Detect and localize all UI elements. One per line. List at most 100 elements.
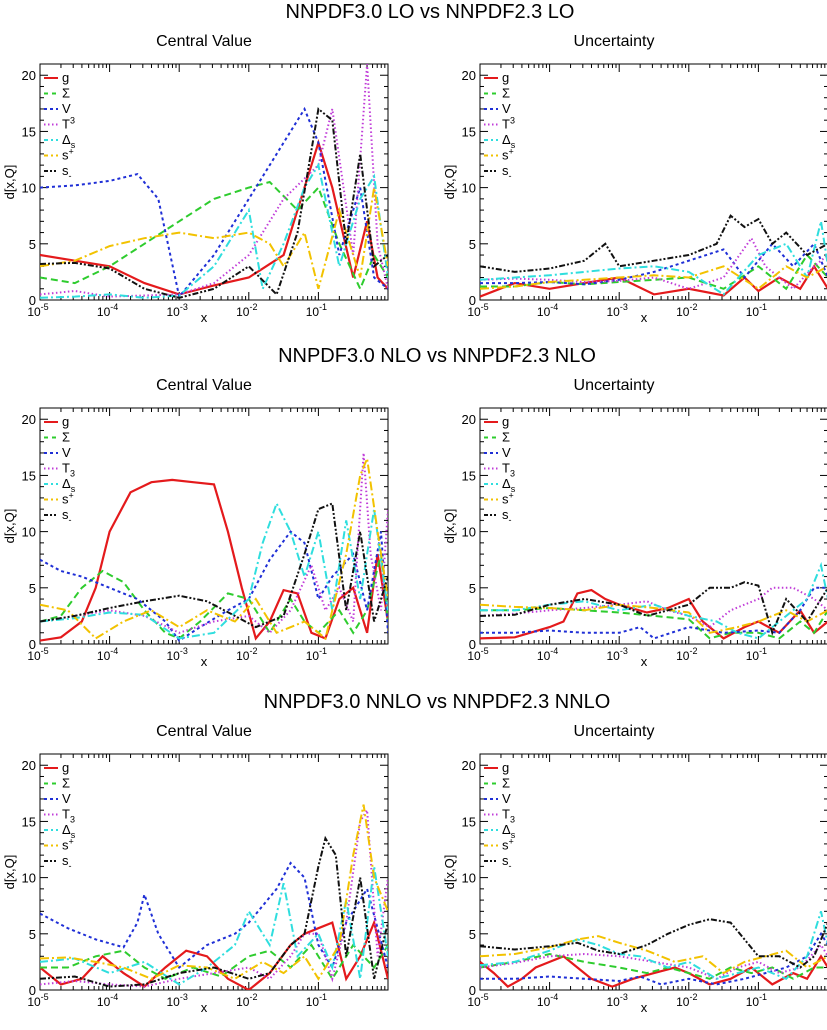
series-group xyxy=(480,561,827,640)
y-tick-label: 10 xyxy=(462,871,476,886)
series-line-6 xyxy=(40,502,388,629)
y-axis-label: d[x,Q] xyxy=(2,855,17,890)
y-axis-label: d[x,Q] xyxy=(442,165,457,200)
y-tick-label: 10 xyxy=(22,871,36,886)
series-line-1 xyxy=(480,952,827,980)
y-tick-label: 20 xyxy=(22,758,36,773)
row-titles: NNPDF3.0 LO vs NNPDF2.3 LO NNPDF3.0 NLO … xyxy=(264,1,611,713)
legend-label: g xyxy=(62,70,69,85)
series-group xyxy=(480,214,827,298)
column-title: Uncertainty xyxy=(574,33,655,50)
column-title: Uncertainty xyxy=(574,377,655,394)
x-axis-label: x xyxy=(201,310,208,325)
series-line-3 xyxy=(40,64,388,298)
legend-label: g xyxy=(62,760,69,775)
legend-label: Σ xyxy=(62,776,70,791)
y-axis-label: d[x,Q] xyxy=(2,509,17,544)
row-title-nnlo: NNPDF3.0 NNLO vs NNPDF2.3 NNLO xyxy=(264,691,611,713)
legend-label: V xyxy=(502,445,511,460)
x-axis-label: x xyxy=(201,654,208,669)
y-axis-label: d[x,Q] xyxy=(2,165,17,200)
legend-label: s+ xyxy=(62,491,74,507)
y-tick-label: 10 xyxy=(22,181,36,196)
legend-label: s- xyxy=(62,163,72,181)
series-group xyxy=(40,64,388,299)
y-tick-label: 5 xyxy=(29,581,36,596)
y-tick-label: 10 xyxy=(462,181,476,196)
plot-frame xyxy=(39,63,389,301)
legend-label: g xyxy=(502,760,509,775)
y-tick-label: 20 xyxy=(462,412,476,427)
x-tick-label: 10-4 xyxy=(97,646,118,663)
series-line-2 xyxy=(40,861,388,970)
series-line-1 xyxy=(480,606,827,640)
y-tick-label: 5 xyxy=(469,237,476,252)
x-tick-label: 10-1 xyxy=(306,992,327,1009)
y-tick-label: 5 xyxy=(29,927,36,942)
x-tick-label: 10-4 xyxy=(97,302,118,319)
legend-label: s+ xyxy=(62,147,74,163)
legend-label: s- xyxy=(502,507,512,525)
column-title: Central Value xyxy=(156,723,252,740)
y-axis-label: d[x,Q] xyxy=(442,855,457,890)
y-tick-label: 15 xyxy=(462,468,476,483)
row-title-nlo: NNPDF3.0 NLO vs NNPDF2.3 NLO xyxy=(278,345,596,367)
row-title-lo: NNPDF3.0 LO vs NNPDF2.3 LO xyxy=(286,1,575,23)
y-tick-label: 20 xyxy=(462,758,476,773)
x-tick-label: 10-3 xyxy=(607,302,628,319)
legend-label: g xyxy=(502,70,509,85)
legend-label: s- xyxy=(62,507,72,525)
x-tick-label: 10-2 xyxy=(236,646,257,663)
series-line-2 xyxy=(480,931,827,986)
legend-label: s+ xyxy=(62,837,74,853)
legend-label: T3 xyxy=(62,116,75,132)
legend-label: V xyxy=(62,101,71,116)
y-tick-label: 0 xyxy=(29,637,36,652)
series-line-0 xyxy=(480,264,827,298)
series-line-1 xyxy=(480,253,827,291)
y-tick-label: 10 xyxy=(22,525,36,540)
x-tick-label: 10-1 xyxy=(306,646,327,663)
y-tick-label: 15 xyxy=(22,124,36,139)
legend-label: s+ xyxy=(502,147,514,163)
x-tick-label: 10-2 xyxy=(676,992,697,1009)
series-line-0 xyxy=(40,919,388,990)
series-line-4 xyxy=(40,866,388,986)
series-line-0 xyxy=(40,138,388,296)
series-line-4 xyxy=(480,561,827,640)
y-tick-label: 5 xyxy=(469,927,476,942)
series-line-4 xyxy=(480,911,827,980)
x-axis-label: x xyxy=(641,310,648,325)
series-line-2 xyxy=(480,241,827,286)
y-tick-label: 0 xyxy=(469,293,476,308)
series-line-5 xyxy=(40,454,388,641)
x-tick-label: 10-3 xyxy=(607,992,628,1009)
y-tick-label: 20 xyxy=(22,68,36,83)
legend-label: s- xyxy=(502,163,512,181)
x-tick-label: 10-4 xyxy=(537,302,558,319)
y-tick-label: 5 xyxy=(29,237,36,252)
legend-label: Σ xyxy=(502,86,510,101)
x-tick-label: 10-1 xyxy=(746,992,767,1009)
y-tick-label: 0 xyxy=(469,983,476,998)
series-line-5 xyxy=(40,804,388,981)
legend-label: s- xyxy=(62,853,72,871)
x-tick-label: 10-2 xyxy=(236,992,257,1009)
series-line-3 xyxy=(40,452,388,635)
x-tick-label: 10-3 xyxy=(167,646,188,663)
y-tick-label: 20 xyxy=(22,412,36,427)
plot-frame xyxy=(479,753,827,991)
series-line-6 xyxy=(480,581,827,636)
legend-label: Σ xyxy=(62,430,70,445)
series-line-6 xyxy=(480,918,827,969)
plot-frame xyxy=(479,63,827,301)
legend-label: Σ xyxy=(502,776,510,791)
y-tick-label: 15 xyxy=(22,468,36,483)
y-tick-label: 15 xyxy=(462,814,476,829)
